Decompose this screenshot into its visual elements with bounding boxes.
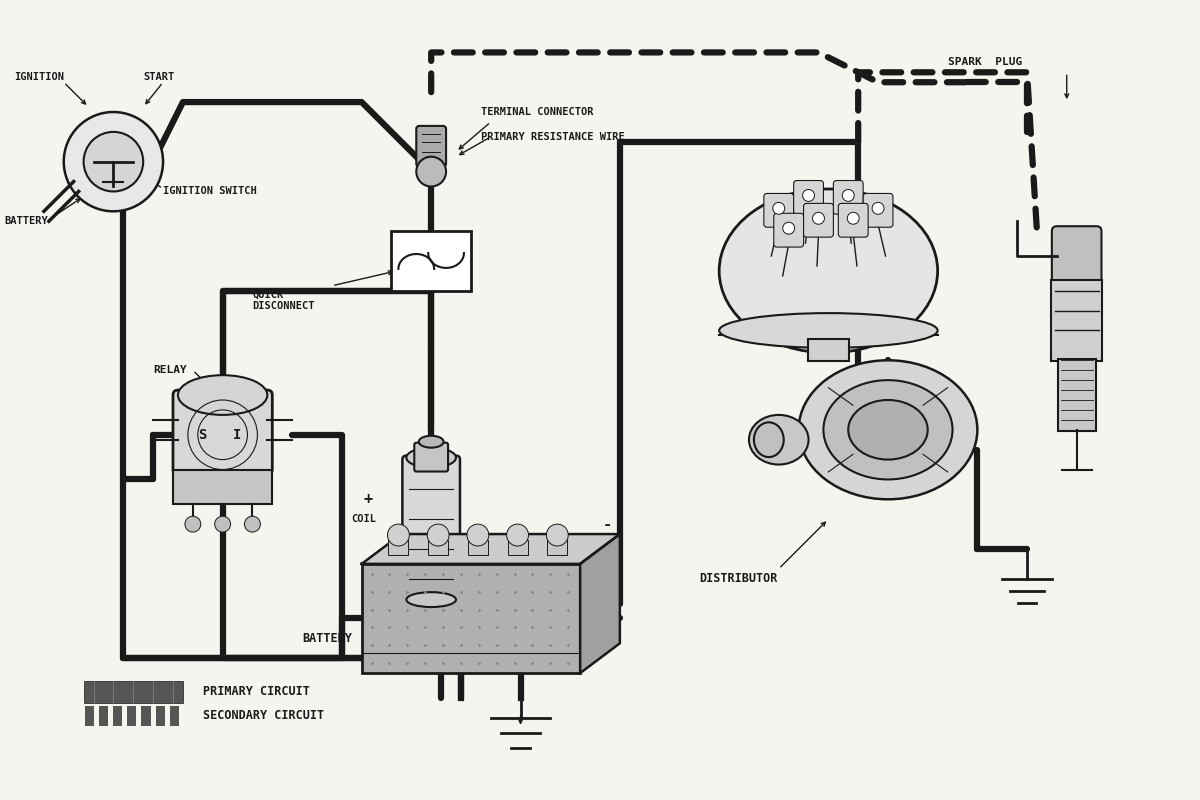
FancyBboxPatch shape [774,214,804,247]
FancyBboxPatch shape [804,203,833,237]
Circle shape [185,516,200,532]
Text: START: START [143,72,174,82]
Text: DISTRIBUTOR: DISTRIBUTOR [700,572,778,586]
Text: SECONDARY CIRCUIT: SECONDARY CIRCUIT [203,710,324,722]
Ellipse shape [749,415,809,465]
Bar [156,706,164,726]
Circle shape [215,516,230,532]
FancyBboxPatch shape [793,181,823,214]
FancyBboxPatch shape [808,339,850,362]
FancyBboxPatch shape [416,126,446,166]
Ellipse shape [754,422,784,457]
Polygon shape [580,534,620,673]
Text: BATTERY: BATTERY [302,632,352,645]
Bar [428,540,448,555]
Text: QUICK
DISCONNECT: QUICK DISCONNECT [252,290,314,311]
Text: TERMINAL CONNECTOR: TERMINAL CONNECTOR [481,107,593,117]
Circle shape [506,524,528,546]
FancyBboxPatch shape [839,203,868,237]
FancyBboxPatch shape [402,456,460,602]
Polygon shape [361,534,620,564]
Bar [508,540,528,555]
Bar [85,706,94,726]
Bar [547,540,568,555]
Circle shape [812,212,824,224]
Ellipse shape [407,448,456,467]
Text: -: - [602,517,612,532]
Bar [361,564,580,673]
Bar [113,706,122,726]
Bar [391,231,470,290]
Ellipse shape [799,360,977,499]
Circle shape [803,190,815,202]
Circle shape [842,190,854,202]
FancyBboxPatch shape [1057,359,1096,430]
Circle shape [546,524,569,546]
Circle shape [782,222,794,234]
FancyBboxPatch shape [764,194,793,227]
Text: I: I [233,428,241,442]
Bar [389,540,408,555]
Text: PRIMARY CIRCUIT: PRIMARY CIRCUIT [203,686,310,698]
Bar [173,470,272,504]
FancyBboxPatch shape [173,390,272,474]
Bar [84,681,182,703]
Circle shape [773,202,785,214]
Bar [142,706,150,726]
FancyBboxPatch shape [863,194,893,227]
Ellipse shape [719,313,937,348]
Text: SPARK  PLUG: SPARK PLUG [948,58,1022,67]
Circle shape [872,202,884,214]
Circle shape [64,112,163,211]
Bar [98,706,108,726]
Bar [468,540,487,555]
Text: RELAY: RELAY [154,366,187,375]
Circle shape [467,524,488,546]
Ellipse shape [419,436,444,448]
Bar [127,706,137,726]
FancyBboxPatch shape [833,181,863,214]
Bar [169,706,179,726]
Circle shape [427,524,449,546]
FancyBboxPatch shape [1051,280,1103,362]
Ellipse shape [823,380,953,479]
Text: BATTERY: BATTERY [4,216,48,226]
Ellipse shape [178,375,268,415]
Text: IGNITION SWITCH: IGNITION SWITCH [163,186,257,197]
Text: PRIMARY RESISTANCE WIRE: PRIMARY RESISTANCE WIRE [481,132,624,142]
Ellipse shape [848,400,928,459]
Ellipse shape [407,592,456,607]
Text: +: + [364,492,372,507]
Ellipse shape [719,189,937,353]
Text: COIL: COIL [352,514,377,524]
Circle shape [84,132,143,191]
Circle shape [847,212,859,224]
Circle shape [388,524,409,546]
Circle shape [416,157,446,186]
Text: IGNITION: IGNITION [14,72,64,82]
FancyBboxPatch shape [1052,226,1102,286]
Circle shape [245,516,260,532]
Text: S: S [198,428,206,442]
FancyBboxPatch shape [414,442,448,471]
